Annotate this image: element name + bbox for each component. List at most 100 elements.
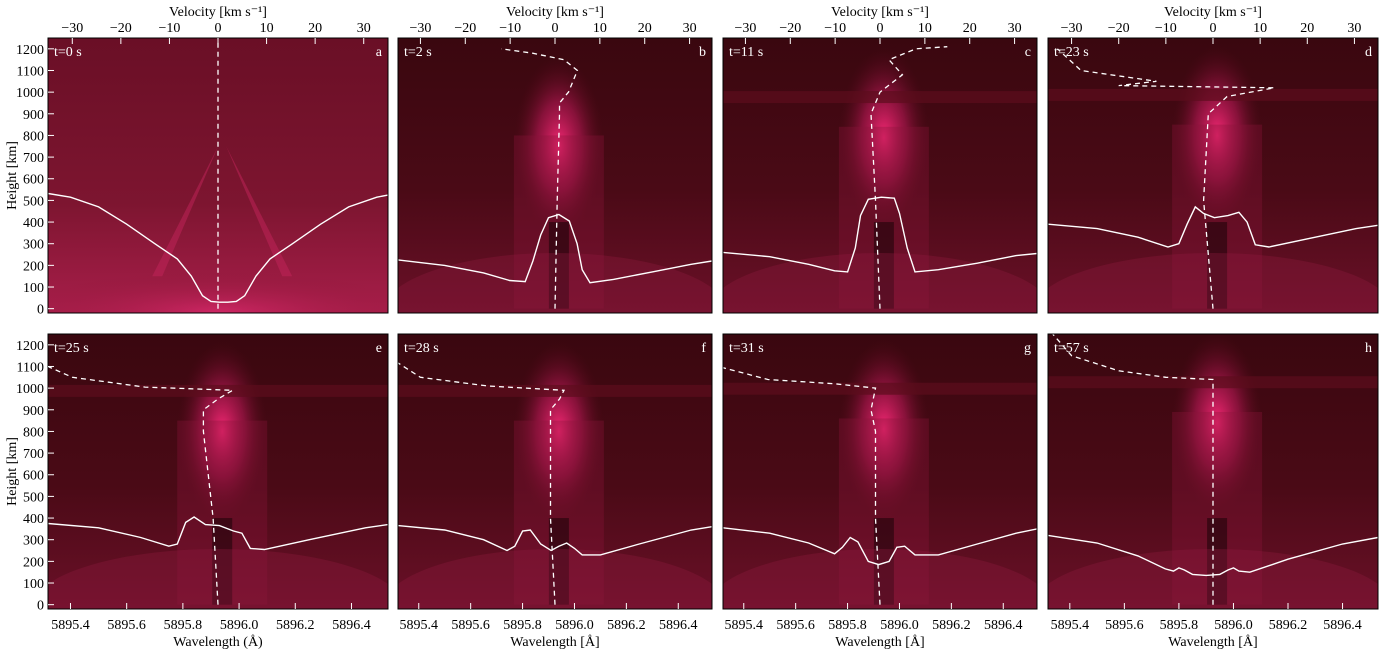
velocity-curve [1056, 48, 1275, 309]
panel-frame [47, 333, 389, 610]
velocity-tick-label: 10 [593, 21, 607, 36]
time-label: t=31 s [729, 341, 764, 356]
wavelength-tick-label: 5895.8 [503, 618, 542, 633]
wavelength-tick-label: 5895.6 [451, 618, 490, 633]
time-label: t=0 s [54, 45, 82, 60]
line-core [548, 222, 569, 309]
velocity-tick-label: −20 [454, 21, 476, 36]
transition-band [1048, 88, 1378, 101]
wavelength-axis-label: Wavelength (Å) [173, 634, 263, 650]
wavelength-tick-label: 5895.4 [51, 618, 90, 633]
velocity-tick-label: −30 [734, 21, 756, 36]
height-tick-label: 1000 [16, 86, 44, 101]
wavelength-tick-label: 5896.4 [984, 618, 1023, 633]
time-label: t=28 s [404, 341, 439, 356]
velocity-tick-label: −10 [499, 21, 521, 36]
height-tick-label: 1000 [16, 382, 44, 397]
line-profile [398, 213, 712, 284]
wavelength-axis-label: Wavelength [Å] [510, 634, 599, 650]
velocity-curve [501, 48, 579, 309]
wavelength-axis-label: Wavelength [Å] [1168, 634, 1257, 650]
velocity-tick-label: −20 [779, 21, 801, 36]
height-tick-label: 400 [23, 512, 44, 527]
velocity-tick-label: 20 [1300, 21, 1314, 36]
wavelength-tick-label: 5895.6 [107, 618, 146, 633]
line-profile [1048, 205, 1378, 248]
height-tick-label: 0 [37, 303, 44, 318]
velocity-tick-label: 20 [308, 21, 322, 36]
height-tick-label: 100 [23, 577, 44, 592]
height-tick-label: 700 [23, 447, 44, 462]
velocity-tick-label: −10 [1155, 21, 1177, 36]
velocity-tick-label: 10 [260, 21, 274, 36]
transition-band [723, 382, 1037, 395]
height-tick-label: 0 [37, 599, 44, 614]
height-tick-label: 900 [23, 108, 44, 123]
wavelength-tick-label: 5896.2 [607, 618, 646, 633]
photosphere-glow [398, 549, 712, 609]
velocity-tick-label: −10 [158, 21, 180, 36]
line-core [1207, 518, 1228, 605]
velocity-axis-label: Velocity [km s⁻¹] [1164, 5, 1262, 20]
photosphere-glow [398, 253, 712, 313]
panel-letter: f [701, 341, 706, 356]
line-profile [398, 524, 712, 556]
photosphere-glow [48, 549, 388, 609]
velocity-tick-label: 30 [357, 21, 371, 36]
velocity-tick-label: 10 [918, 21, 932, 36]
panel-frame [397, 333, 713, 610]
height-tick-label: 1100 [17, 360, 44, 375]
wavelength-tick-label: 5896.4 [332, 618, 371, 633]
time-label: t=57 s [1054, 341, 1089, 356]
transition-band [398, 384, 712, 397]
time-label: t=2 s [404, 45, 432, 60]
velocity-tick-label: 0 [877, 21, 884, 36]
emission-ray [152, 146, 219, 277]
height-tick-label: 200 [23, 555, 44, 570]
time-label: t=11 s [729, 45, 763, 60]
panel-letter: d [1365, 45, 1372, 60]
velocity-axis-label: Velocity [km s⁻¹] [169, 5, 267, 20]
wavelength-axis-label: Wavelength [Å] [835, 634, 924, 650]
wavelength-tick-label: 5895.8 [828, 618, 867, 633]
velocity-tick-label: 30 [1008, 21, 1022, 36]
panel-letter: g [1024, 341, 1031, 356]
height-tick-label: 600 [23, 469, 44, 484]
velocity-tick-label: 0 [215, 21, 222, 36]
velocity-tick-label: 20 [963, 21, 977, 36]
velocity-tick-label: −30 [1061, 21, 1083, 36]
wavelength-tick-label: 5895.4 [725, 618, 764, 633]
height-tick-label: 400 [23, 216, 44, 231]
height-tick-label: 100 [23, 281, 44, 296]
panel-letter: a [376, 45, 383, 60]
photosphere-glow [723, 549, 1037, 609]
velocity-tick-label: −20 [110, 21, 132, 36]
velocity-tick-label: 30 [1347, 21, 1361, 36]
transition-band [723, 91, 1037, 104]
velocity-tick-label: 0 [1210, 21, 1217, 36]
wavelength-tick-label: 5896.2 [276, 618, 315, 633]
height-tick-label: 500 [23, 490, 44, 505]
height-tick-label: 1100 [17, 64, 44, 79]
velocity-axis-label: Velocity [km s⁻¹] [831, 5, 929, 20]
photosphere-glow [1048, 549, 1378, 609]
panel-letter: e [376, 341, 382, 356]
velocity-tick-label: 30 [683, 21, 697, 36]
wavelength-tick-label: 5896.4 [1323, 618, 1362, 633]
wavelength-tick-label: 5896.4 [659, 618, 698, 633]
velocity-tick-label: 0 [552, 21, 559, 36]
wavelength-tick-label: 5896.2 [932, 618, 971, 633]
velocity-tick-label: −30 [409, 21, 431, 36]
wavelength-tick-label: 5896.0 [880, 618, 919, 633]
transition-band [1048, 376, 1378, 389]
height-tick-label: 300 [23, 534, 44, 549]
wavelength-tick-label: 5895.4 [1051, 618, 1090, 633]
line-core [1207, 222, 1228, 309]
wavelength-tick-label: 5895.8 [164, 618, 203, 633]
panel-g: t=31 s g 5895.4 5895.6 5895.8 5896.0 5896.2 589… [722, 333, 1038, 650]
height-tick-label: 1200 [16, 339, 44, 354]
line-profile [48, 192, 388, 303]
transition-band [48, 384, 388, 397]
height-tick-label: 800 [23, 129, 44, 144]
